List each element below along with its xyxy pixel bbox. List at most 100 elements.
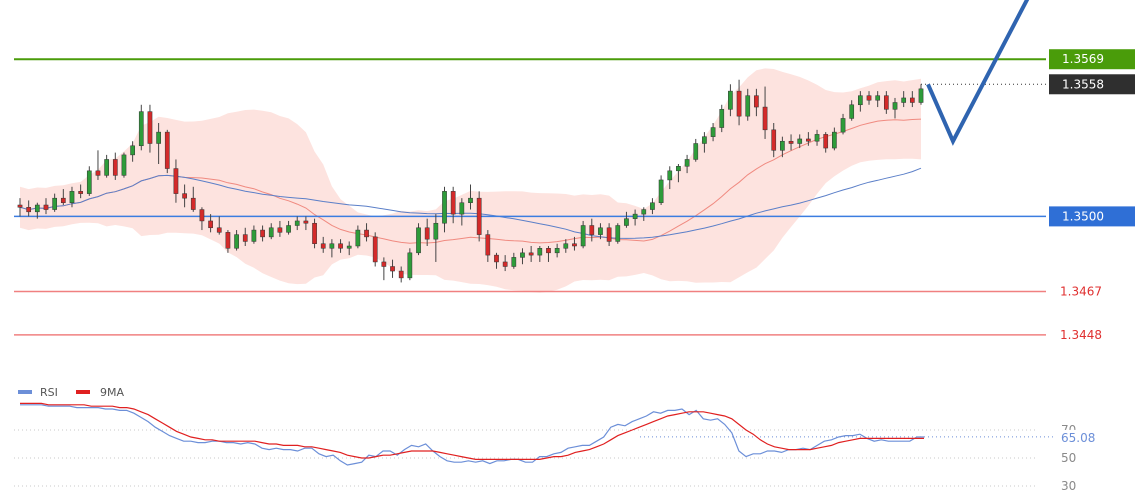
candle-body-up: [728, 90, 733, 110]
candle-body-down: [372, 236, 378, 263]
candle-body-down: [589, 225, 595, 235]
candle: [173, 159, 179, 203]
candle-body-down: [823, 134, 829, 149]
candle-body-up: [719, 109, 725, 128]
candle-body-down: [528, 252, 534, 256]
candle-body-up: [901, 97, 907, 103]
candle: [650, 198, 655, 215]
candle-body-up: [858, 95, 863, 106]
candle-body-up: [86, 170, 92, 194]
candle: [676, 164, 681, 183]
current-price-label-bg: [1049, 74, 1135, 95]
candle-body-up: [511, 257, 517, 267]
candle: [658, 175, 664, 205]
candle-body-up: [138, 111, 144, 147]
candle: [69, 186, 75, 208]
candle-body-up: [520, 252, 525, 258]
candle: [849, 100, 855, 121]
candle-body-up: [840, 118, 846, 133]
candle: [476, 191, 482, 242]
candle-body-up: [710, 127, 716, 137]
candle-body-down: [43, 204, 49, 210]
candle-body-up: [849, 104, 855, 119]
candle-body-down: [95, 170, 101, 176]
rsi-series-9ma: [20, 402, 924, 460]
candle: [511, 252, 517, 269]
rsi-tick-label: 30: [1061, 479, 1076, 493]
candle: [528, 246, 534, 262]
candle-body-up: [624, 218, 629, 226]
resistance-label: 1.3569: [1062, 52, 1104, 66]
candle: [572, 236, 577, 251]
candle: [450, 186, 456, 224]
rsi-current-value: 65.08: [1061, 431, 1095, 445]
candle-body-down: [26, 207, 32, 213]
candle-body-up: [780, 140, 785, 151]
candle-body-down: [277, 227, 283, 233]
candle-body-down: [112, 159, 118, 176]
candle: [104, 154, 109, 178]
candle: [60, 189, 66, 205]
candle: [832, 127, 837, 151]
candle: [95, 150, 101, 180]
candle-body-down: [364, 229, 369, 238]
candle-body-up: [650, 202, 655, 210]
candle: [858, 91, 863, 112]
candle-body-down: [546, 248, 551, 254]
candle: [294, 216, 300, 231]
projection-path: [926, 0, 1030, 146]
candle: [554, 243, 560, 258]
candle-body-up: [69, 191, 75, 203]
resistance-label-bg: [1049, 49, 1135, 70]
candle-body-up: [658, 179, 664, 203]
candle: [598, 223, 603, 240]
candle-body-down: [494, 254, 499, 263]
candle: [641, 207, 647, 221]
candle-body-down: [390, 266, 395, 272]
candle-body-down: [216, 227, 222, 233]
candle-body-up: [294, 220, 300, 226]
bollinger-band: [20, 68, 921, 293]
candle-body-up: [346, 245, 352, 249]
candle: [606, 223, 612, 246]
candle: [286, 220, 291, 235]
candle-body-up: [234, 234, 239, 249]
candle-body-up: [745, 95, 751, 117]
rsi-current-value-bg: [1056, 429, 1106, 444]
candle: [780, 136, 785, 158]
candle-body-down: [788, 140, 794, 144]
candle-body-down: [398, 270, 404, 279]
projection-arrow: [926, 0, 1030, 146]
candle-body-down: [476, 197, 482, 235]
candle: [17, 198, 23, 217]
candle: [883, 91, 889, 114]
candle: [702, 132, 707, 153]
candle: [901, 91, 907, 108]
rsi-tick-label: 50: [1061, 451, 1076, 465]
candle: [112, 152, 118, 180]
candle: [485, 230, 491, 262]
candle-body-up: [34, 204, 40, 213]
candle: [806, 132, 811, 146]
candle: [190, 186, 196, 212]
candle: [355, 225, 361, 249]
candle: [745, 88, 751, 121]
candle-body-down: [225, 232, 231, 249]
candle-body-up: [632, 213, 638, 219]
pivot-label: 1.3500: [1062, 209, 1104, 223]
candle: [892, 97, 898, 119]
candle-body-down: [78, 191, 83, 194]
candle-body-up: [52, 197, 58, 210]
rsi-panel: RSI 9MA 30 50 70 65.08: [14, 386, 1106, 493]
candle-body-up: [130, 145, 135, 156]
candle-body-down: [173, 168, 179, 194]
legend-swatch-rsi: [18, 390, 32, 394]
candle: [754, 88, 759, 117]
candle: [736, 79, 742, 126]
bollinger-band-fill: [20, 68, 921, 293]
price-levels: [14, 58, 1049, 336]
candle: [589, 218, 595, 242]
candle-body-up: [702, 136, 707, 144]
candle-body-down: [450, 191, 456, 215]
candle: [312, 218, 317, 249]
